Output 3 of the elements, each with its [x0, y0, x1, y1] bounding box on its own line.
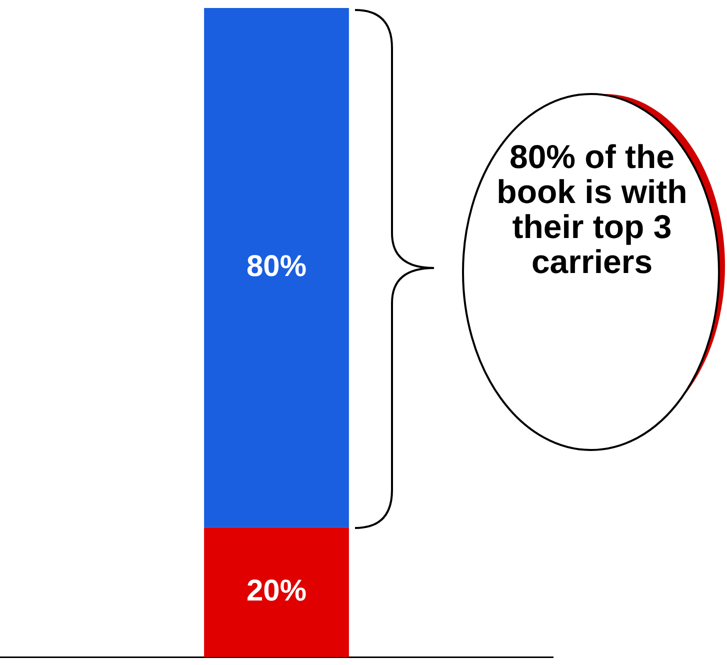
text: 80% of the book is with their top 3 carriers: [496, 138, 688, 280]
data-label: 80%: [246, 250, 307, 283]
data-label: 20%: [246, 574, 307, 608]
